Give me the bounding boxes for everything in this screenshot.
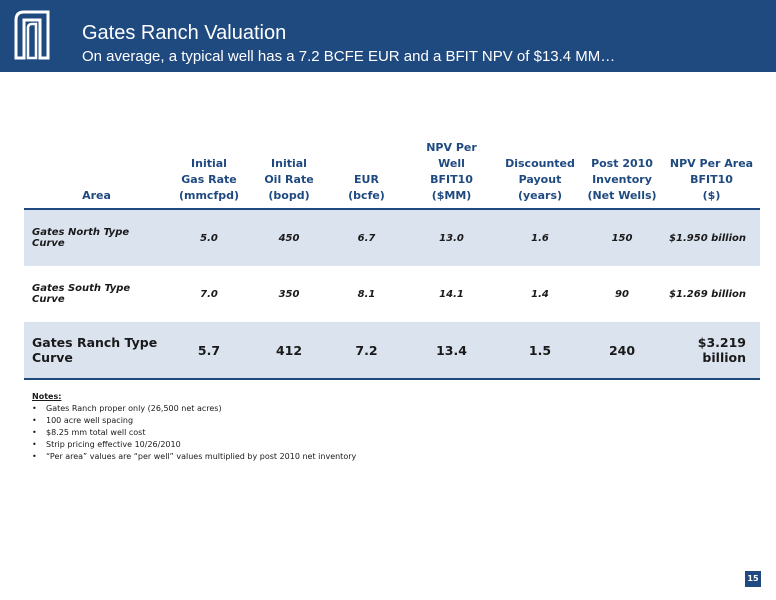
bullet-icon: • xyxy=(32,404,37,413)
table-cell: 450 xyxy=(249,209,329,266)
column-header: NPV Per Well BFIT10 ($MM) xyxy=(404,140,499,210)
table-header-row: Area Initial Gas Rate (mmcfpd) Initial O… xyxy=(24,140,760,210)
company-logo-icon xyxy=(14,10,50,60)
header-bar: Gates Ranch Valuation On average, a typi… xyxy=(0,0,776,72)
column-header: NPV Per Area BFIT10 ($) xyxy=(663,140,760,210)
table-row: Gates North Type Curve 5.0 450 6.7 13.0 … xyxy=(24,209,760,266)
list-item: • 100 acre well spacing xyxy=(32,416,134,425)
table-cell: 1.6 xyxy=(499,209,581,266)
table-cell: 5.0 xyxy=(169,209,249,266)
bullet-icon: • xyxy=(32,440,37,449)
table-cell: 5.7 xyxy=(169,322,249,380)
bullet-icon: • xyxy=(32,416,37,425)
table-cell: Gates South Type Curve xyxy=(24,266,169,322)
list-item: • “Per area” values are “per well” values… xyxy=(32,452,357,461)
table-cell: 90 xyxy=(581,266,663,322)
table-cell: 350 xyxy=(249,266,329,322)
list-item: • Gates Ranch proper only (26,500 net acr… xyxy=(32,404,222,413)
table-cell: $1.269 billion xyxy=(663,266,760,322)
table-cell: 7.0 xyxy=(169,266,249,322)
table-cell: 13.0 xyxy=(404,209,499,266)
table-cell: $3.219 billion xyxy=(663,322,760,380)
column-header: EUR (bcfe) xyxy=(329,140,404,210)
notes-section: Notes: • Gates Ranch proper only (26,500 … xyxy=(32,392,356,463)
notes-list: • Gates Ranch proper only (26,500 net acr… xyxy=(32,403,356,463)
table-cell: Gates Ranch Type Curve xyxy=(24,322,169,380)
list-item: • $8.25 mm total well cost xyxy=(32,428,146,437)
table-cell: 14.1 xyxy=(404,266,499,322)
notes-heading: Notes: xyxy=(32,392,62,401)
table-cell: 1.5 xyxy=(499,322,581,380)
column-header: Initial Gas Rate (mmcfpd) xyxy=(169,140,249,210)
list-item: • Strip pricing effective 10/26/2010 xyxy=(32,440,181,449)
column-header: Post 2010 Inventory (Net Wells) xyxy=(581,140,663,210)
table-cell: 7.2 xyxy=(329,322,404,380)
table-cell: 240 xyxy=(581,322,663,380)
column-header: Discounted Payout (years) xyxy=(499,140,581,210)
page-number: 15 xyxy=(745,571,761,587)
table-cell: 8.1 xyxy=(329,266,404,322)
valuation-table: Area Initial Gas Rate (mmcfpd) Initial O… xyxy=(24,140,760,380)
page-title: Gates Ranch Valuation xyxy=(82,22,287,44)
table-total-row: Gates Ranch Type Curve 5.7 412 7.2 13.4 … xyxy=(24,322,760,380)
table-cell: 6.7 xyxy=(329,209,404,266)
table-cell: $1.950 billion xyxy=(663,209,760,266)
table-cell: 150 xyxy=(581,209,663,266)
table-cell: 13.4 xyxy=(404,322,499,380)
column-header: Initial Oil Rate (bopd) xyxy=(249,140,329,210)
bullet-icon: • xyxy=(32,428,37,437)
table-cell: 412 xyxy=(249,322,329,380)
table-row: Gates South Type Curve 7.0 350 8.1 14.1 … xyxy=(24,266,760,322)
page-subtitle: On average, a typical well has a 7.2 BCF… xyxy=(82,48,616,65)
column-header: Area xyxy=(24,140,169,210)
table-cell: 1.4 xyxy=(499,266,581,322)
table-cell: Gates North Type Curve xyxy=(24,209,169,266)
bullet-icon: • xyxy=(32,452,37,461)
